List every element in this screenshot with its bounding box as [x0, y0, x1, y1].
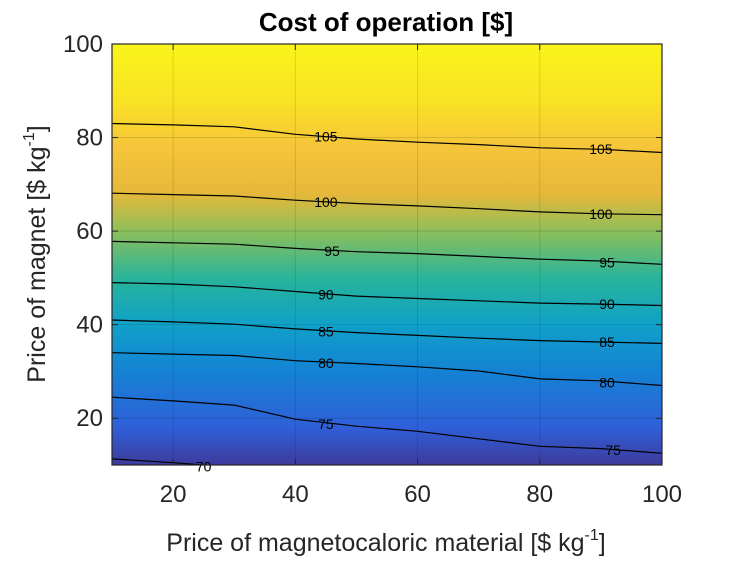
x-axis-label: Price of magnetocaloric material [$ kg-1… — [166, 527, 605, 557]
x-tick-label: 100 — [642, 481, 682, 508]
contour-line-105 — [111, 122, 663, 154]
contour-label-75: 75 — [605, 442, 621, 458]
contour-lines — [111, 122, 663, 466]
contour-label-80: 80 — [599, 375, 615, 391]
x-axis-ticks: 20 40 60 80 100 — [160, 44, 682, 508]
contour-label-85: 85 — [318, 324, 334, 340]
contour-line-75 — [111, 396, 663, 454]
y-tick-label: 40 — [76, 312, 103, 339]
x-tick-label: 80 — [526, 481, 553, 508]
x-tick-label: 40 — [282, 481, 309, 508]
contour-label-100: 100 — [314, 194, 338, 210]
plot-frame — [111, 43, 663, 466]
x-axis-label-end: ] — [599, 529, 606, 557]
y-axis-ticks: 20 40 60 80 100 — [63, 31, 662, 432]
contour-label-80: 80 — [318, 355, 334, 371]
y-tick-label: 20 — [76, 405, 103, 432]
contour-label-70: 70 — [196, 458, 212, 474]
x-tick-label: 20 — [160, 481, 187, 508]
x-axis-label-sup: -1 — [585, 527, 599, 544]
contour-line-100 — [111, 192, 663, 216]
y-axis-label-main: Price of magnet [$ kg — [23, 146, 51, 382]
contour-line-90 — [111, 282, 663, 307]
contour-label-105: 105 — [314, 129, 338, 145]
contour-label-100: 100 — [589, 206, 613, 222]
contour-labels: 70 75 75 80 80 85 85 90 90 95 95 100 100 105 105 — [196, 129, 621, 475]
contour-line-95 — [111, 240, 663, 265]
y-tick-label: 100 — [63, 31, 103, 58]
contour-label-95: 95 — [324, 243, 340, 259]
y-axis-label-sup: -1 — [21, 132, 38, 146]
plot-background — [112, 44, 662, 465]
grid-lines — [112, 44, 662, 465]
contour-label-90: 90 — [318, 286, 334, 302]
x-tick-label: 60 — [404, 481, 431, 508]
contour-label-95: 95 — [599, 254, 615, 270]
contour-label-85: 85 — [599, 334, 615, 350]
y-tick-label: 60 — [76, 218, 103, 245]
contour-line-80 — [111, 352, 663, 387]
contour-label-105: 105 — [589, 141, 613, 157]
y-axis-label-end: ] — [23, 125, 51, 132]
x-axis-label-main: Price of magnetocaloric material [$ kg — [166, 529, 584, 557]
y-axis-label: Price of magnet [$ kg-1] — [21, 125, 51, 382]
contour-line-85 — [111, 319, 663, 344]
contour-label-90: 90 — [599, 296, 615, 312]
y-tick-label: 80 — [76, 125, 103, 152]
contour-label-75: 75 — [318, 416, 334, 432]
chart-title: Cost of operation [$] — [259, 7, 513, 37]
